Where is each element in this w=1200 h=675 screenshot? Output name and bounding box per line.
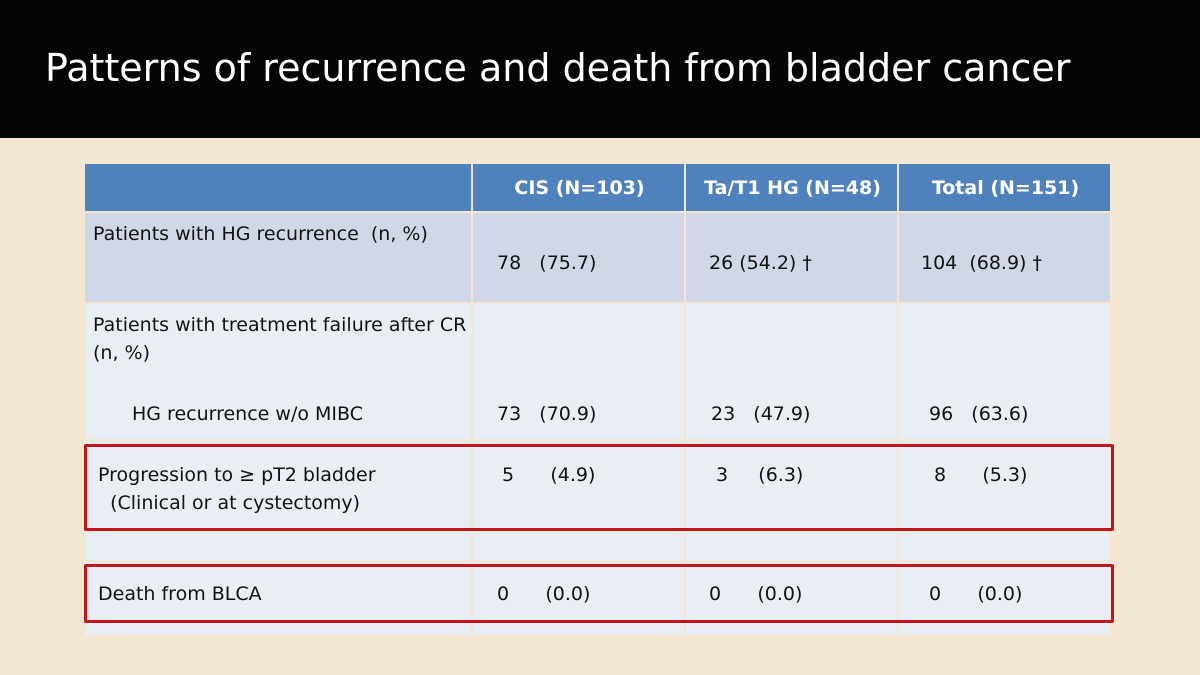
cell-value: 23 (47.9) — [711, 403, 811, 425]
row-label: (Clinical or at cystectomy) — [98, 492, 361, 514]
table-cell — [686, 213, 897, 302]
highlight-box — [84, 444, 1114, 531]
table-cell — [85, 441, 471, 530]
cell-value: 104 (68.9) † — [921, 252, 1043, 274]
table-cell — [85, 532, 471, 560]
cell-value: 0 (0.0) — [709, 583, 803, 605]
row-label: Patients with HG recurrence (n, %) — [93, 223, 428, 245]
cell-value: 8 (5.3) — [934, 464, 1028, 486]
row-label: Death from BLCA — [98, 583, 262, 605]
cell-value: 0 (0.0) — [929, 583, 1023, 605]
column-header: Total (N=151) — [931, 177, 1080, 199]
column-header: CIS (N=103) — [514, 177, 645, 199]
slide-title: Patterns of recurrence and death from bl… — [45, 46, 1071, 90]
title-bar — [0, 0, 1200, 138]
table-cell — [473, 441, 684, 530]
row-sublabel: HG recurrence w/o MIBC — [132, 403, 363, 425]
row-label: Patients with treatment failure after CR… — [93, 314, 467, 364]
cell-value: 96 (63.6) — [929, 403, 1029, 425]
table-cell — [686, 532, 897, 560]
table-cell — [686, 441, 897, 530]
table-cell — [899, 164, 1110, 211]
cell-value: 73 (70.9) — [497, 403, 597, 425]
table-cell — [473, 213, 684, 302]
cell-value: 78 (75.7) — [497, 252, 597, 274]
row-label: Progression to ≥ pT2 bladder — [98, 464, 376, 486]
cell-value: 3 (6.3) — [716, 464, 804, 486]
table-cell — [899, 441, 1110, 530]
table-cell — [85, 304, 471, 439]
table-cell — [85, 164, 471, 211]
column-header: Ta/T1 HG (N=48) — [704, 177, 881, 199]
cell-value: 5 (4.9) — [502, 464, 596, 486]
table-cell — [473, 532, 684, 560]
highlight-box — [84, 564, 1114, 623]
table-cell — [686, 304, 897, 439]
table-cell — [473, 304, 684, 439]
table-cell — [899, 532, 1110, 560]
cell-value: 26 (54.2) † — [709, 252, 812, 274]
table-cell — [899, 213, 1110, 302]
table-cell — [686, 164, 897, 211]
table-cell — [473, 164, 684, 211]
table-cell — [899, 304, 1110, 439]
table-cell — [85, 213, 471, 302]
cell-value: 0 (0.0) — [497, 583, 591, 605]
